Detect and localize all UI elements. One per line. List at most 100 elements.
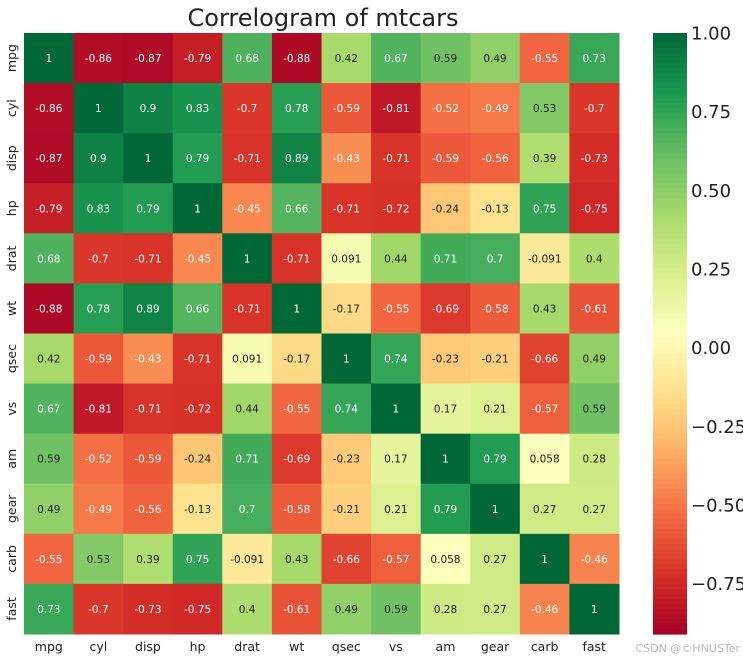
heatmap-cell-disp-vs xyxy=(371,133,422,184)
heatmap-cell-qsec-disp xyxy=(123,333,174,385)
colorbar-tick-label: 0.50 xyxy=(691,181,731,202)
cell-value-label: -0.71 xyxy=(333,203,360,215)
heatmap-cell-qsec-mpg xyxy=(24,333,75,385)
heatmap-cell-carb-qsec xyxy=(321,533,372,585)
colorbar-segment xyxy=(653,228,687,234)
y-tick-label: disp xyxy=(4,145,19,171)
colorbar-segment xyxy=(653,413,687,420)
cell-value-label: 0.66 xyxy=(186,303,210,315)
cell-value-label: -0.59 xyxy=(333,103,360,115)
heatmap-cell-carb-wt xyxy=(271,533,322,585)
colorbar-tick-label: 0.00 xyxy=(691,338,731,359)
cell-value-label: 0.73 xyxy=(37,604,60,616)
colorbar-segment xyxy=(653,468,687,475)
cell-value-label: -0.57 xyxy=(382,554,409,566)
colorbar-segment xyxy=(653,383,687,390)
cell-value-label: 0.67 xyxy=(37,404,60,416)
colorbar-segment xyxy=(653,168,687,174)
heatmap-cell-drat-am xyxy=(420,233,471,284)
heatmap-cell-wt-carb xyxy=(519,283,570,334)
cell-value-label: 1 xyxy=(194,203,201,215)
cell-value-label: 0.89 xyxy=(136,303,159,315)
cell-value-label: -0.57 xyxy=(531,404,558,416)
colorbar-segment xyxy=(653,568,687,575)
colorbar-segment xyxy=(653,458,687,465)
heatmap-cell-wt-am xyxy=(420,283,471,334)
colorbar-segment xyxy=(653,513,687,520)
colorbar-segment xyxy=(653,183,687,189)
colorbar-segment xyxy=(653,343,687,350)
heatmap-cell-vs-carb xyxy=(519,383,570,435)
cell-value-label: -0.88 xyxy=(35,303,62,315)
cell-value-label: -0.71 xyxy=(134,404,161,416)
heatmap-cell-disp-qsec xyxy=(321,133,372,184)
colorbar-segment xyxy=(653,573,687,580)
y-tick-label: gear xyxy=(4,494,19,523)
heatmap-cell-qsec-wt xyxy=(271,333,322,385)
cell-value-label: 0.71 xyxy=(434,253,457,265)
heatmap-cell-am-fast xyxy=(569,433,620,485)
colorbar-segment xyxy=(653,608,687,615)
colorbar-segment xyxy=(653,378,687,385)
colorbar-segment xyxy=(653,163,687,169)
colorbar-segment xyxy=(653,113,687,119)
cell-value-label: -0.86 xyxy=(85,53,112,65)
y-tick-label: hp xyxy=(4,200,19,216)
colorbar-segment xyxy=(653,313,687,320)
heatmap-cell-carb-cyl xyxy=(73,533,124,585)
heatmap-cell-hp-mpg xyxy=(24,183,75,234)
colorbar-tick-label: −0.75 xyxy=(691,574,743,595)
heatmap-cell-hp-carb xyxy=(519,183,570,234)
cell-value-label: 0.49 xyxy=(335,604,358,616)
colorbar-segment xyxy=(653,278,687,285)
colorbar-segment xyxy=(653,303,687,310)
cell-value-label: 0.9 xyxy=(90,153,107,165)
colorbar-segment xyxy=(653,263,687,269)
colorbar-segment xyxy=(653,348,687,355)
heatmap-cell-cyl-qsec xyxy=(321,83,372,134)
heatmap-cell-carb-hp xyxy=(172,533,223,585)
colorbar-segment xyxy=(653,478,687,485)
colorbar-segment xyxy=(653,548,687,555)
y-tick-label: cyl xyxy=(4,99,19,117)
watermark-text: CSDN @©HNUSTer xyxy=(635,642,740,655)
cell-value-label: -0.69 xyxy=(283,454,310,466)
cell-value-label: -0.86 xyxy=(35,103,62,115)
cell-value-label: 0.43 xyxy=(285,554,308,566)
cell-value-label: -0.66 xyxy=(333,554,360,566)
cell-value-label: -0.87 xyxy=(35,153,62,165)
colorbar-segment xyxy=(653,623,687,630)
cell-value-label: 0.59 xyxy=(434,53,457,65)
heatmap-cell-wt-vs xyxy=(371,283,422,334)
cell-value-label: 0.75 xyxy=(533,203,556,215)
colorbar-segment xyxy=(653,118,687,124)
colorbar-segment xyxy=(653,423,687,430)
heatmap-cell-hp-cyl xyxy=(73,183,124,234)
cell-value-label: 0.7 xyxy=(239,504,256,516)
cell-value-label: 0.4 xyxy=(586,253,603,265)
cell-value-label: -0.7 xyxy=(88,604,109,616)
colorbar-segment xyxy=(653,73,687,79)
heatmap-cell-vs-drat xyxy=(222,383,273,435)
cell-value-label: -0.73 xyxy=(134,604,161,616)
heatmap-cell-hp-disp xyxy=(123,183,174,234)
heatmap-cell-qsec-am xyxy=(420,333,471,385)
heatmap-cell-vs-vs xyxy=(371,383,422,435)
colorbar-segment xyxy=(653,628,687,635)
cell-value-label: 1 xyxy=(293,303,300,315)
x-tick-label: hp xyxy=(190,639,206,654)
cell-value-label: 0.73 xyxy=(583,53,606,65)
heatmap-cell-mpg-am xyxy=(420,33,471,84)
heatmap-cell-fast-vs xyxy=(371,583,422,635)
y-tick-label: qsec xyxy=(4,344,19,373)
heatmap-cell-am-am xyxy=(420,433,471,485)
cell-value-label: -0.49 xyxy=(481,103,508,115)
colorbar-segment xyxy=(653,203,687,209)
heatmap-cell-mpg-cyl xyxy=(73,33,124,84)
cell-value-label: 0.42 xyxy=(335,53,358,65)
colorbar-segment xyxy=(653,508,687,515)
chart-title: Correlogram of mtcars xyxy=(188,4,459,32)
colorbar-segment xyxy=(653,38,687,44)
colorbar-segment xyxy=(653,198,687,204)
cell-value-label: 0.59 xyxy=(384,604,407,616)
